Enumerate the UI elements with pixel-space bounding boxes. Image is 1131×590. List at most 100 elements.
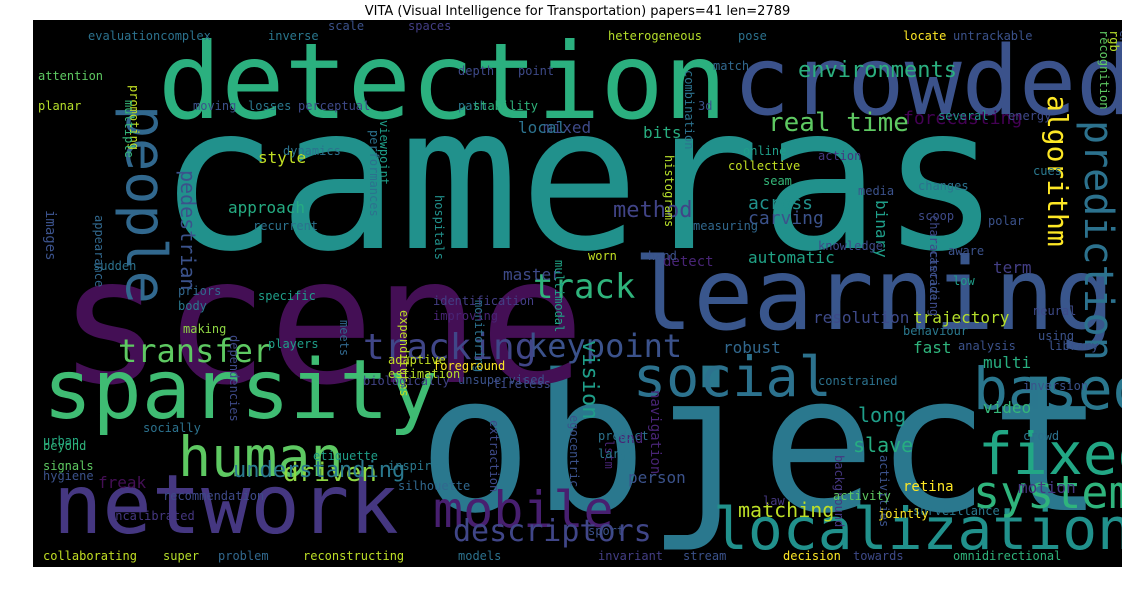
cloud-word: resolution bbox=[813, 308, 910, 327]
cloud-word: sparsity bbox=[43, 343, 438, 438]
cloud-word: across bbox=[748, 193, 814, 214]
cloud-word: path bbox=[458, 99, 487, 113]
cloud-word: scene bbox=[58, 221, 585, 424]
cloud-word: tracking bbox=[363, 327, 537, 368]
cloud-word: meets bbox=[337, 320, 351, 357]
cloud-word: tireless bbox=[493, 377, 551, 391]
cloud-word: multi bbox=[983, 353, 1032, 372]
cloud-word: cameras bbox=[158, 63, 1001, 296]
cloud-word: automatic bbox=[748, 248, 835, 267]
cloud-word: towards bbox=[853, 549, 904, 563]
cloud-word: hand bbox=[648, 249, 677, 263]
cloud-word: changes bbox=[918, 179, 969, 193]
cloud-word: hospitals bbox=[432, 195, 446, 261]
cloud-word: retina bbox=[903, 479, 954, 495]
cloud-word: urban bbox=[43, 434, 80, 448]
cloud-word: forecasting bbox=[903, 108, 1023, 129]
cloud-word: low bbox=[953, 274, 975, 288]
cloud-word: crowd bbox=[1023, 429, 1060, 443]
cloud-word: trajectory bbox=[913, 308, 1010, 327]
cloud-word: polar bbox=[988, 214, 1025, 228]
cloud-word: point bbox=[518, 64, 555, 78]
cloud-word: losses bbox=[248, 99, 292, 113]
chart-title: VITA (Visual Intelligence for Transporta… bbox=[364, 4, 791, 19]
cloud-word: online bbox=[743, 144, 787, 158]
cloud-word: master bbox=[503, 265, 561, 284]
cloud-word: planar bbox=[38, 99, 82, 113]
cloud-word: priors bbox=[178, 284, 222, 298]
cloud-word: system bbox=[973, 466, 1122, 519]
cloud-word: cascade bbox=[927, 250, 941, 301]
cloud-word: multimodal bbox=[552, 260, 566, 333]
cloud-word: evaluationcomplex bbox=[88, 29, 211, 43]
cloud-word: body bbox=[178, 299, 207, 313]
cloud-word: object bbox=[418, 334, 1105, 555]
cloud-word: silhouette bbox=[398, 479, 471, 493]
cloud-word: images bbox=[42, 210, 58, 261]
cloud-word: approach bbox=[228, 198, 306, 217]
cloud-word: keypoint bbox=[528, 327, 683, 365]
cloud-word: pedestrian bbox=[176, 170, 200, 291]
cloud-word: untrackable bbox=[953, 29, 1033, 43]
cloud-word: adaptive bbox=[388, 353, 446, 367]
cloud-word: driven bbox=[283, 458, 377, 488]
cloud-word: signals bbox=[43, 459, 94, 473]
cloud-word: stream bbox=[683, 549, 727, 563]
cloud-word: collective bbox=[728, 159, 801, 173]
cloud-word: 3d bbox=[698, 99, 713, 113]
cloud-word: inspired bbox=[388, 459, 446, 473]
cloud-word: prediction bbox=[1075, 120, 1121, 361]
cloud-word: locate bbox=[903, 29, 947, 43]
cloud-word: match bbox=[713, 59, 750, 73]
cloud-word: viewpoint bbox=[377, 120, 391, 186]
cloud-word: neural bbox=[1033, 304, 1077, 318]
word-cloud: cameras object scene detection crowded learni… bbox=[33, 20, 1122, 567]
cloud-word: dynamics bbox=[283, 144, 341, 158]
cloud-word: scoop bbox=[918, 209, 955, 223]
cloud-word: energy bbox=[1008, 109, 1052, 123]
cloud-word: foreground bbox=[433, 359, 506, 373]
cloud-word: detect bbox=[663, 254, 714, 270]
cloud-word: seam bbox=[763, 174, 792, 188]
cloud-word: making bbox=[183, 322, 227, 336]
cloud-word: decision bbox=[783, 549, 841, 563]
cloud-word: learning bbox=[633, 236, 1115, 353]
cloud-word: uncalibrated bbox=[108, 509, 195, 523]
cloud-word: pose bbox=[738, 29, 767, 43]
cloud-word: human bbox=[178, 425, 344, 489]
cloud-word: sudden bbox=[93, 259, 137, 273]
cloud-word: analysis bbox=[958, 339, 1016, 353]
cloud-word: media bbox=[858, 184, 895, 198]
cloud-word: dependencies bbox=[227, 335, 241, 422]
cloud-word: action bbox=[818, 149, 862, 163]
cloud-word: specific bbox=[258, 289, 316, 303]
cloud-word: vision bbox=[577, 340, 602, 420]
cloud-word: term bbox=[993, 258, 1032, 277]
cloud-word: estimation bbox=[388, 367, 461, 381]
cloud-word: transfer bbox=[118, 332, 273, 370]
cloud-word: reconstructing bbox=[303, 549, 405, 563]
cloud-word: enforcement bbox=[1117, 30, 1122, 110]
cloud-word: understanding bbox=[233, 458, 406, 483]
cloud-word: histograms bbox=[662, 155, 676, 228]
cloud-word: real time bbox=[768, 108, 909, 138]
cloud-word: using bbox=[1038, 329, 1075, 343]
cloud-word: video bbox=[983, 398, 1032, 417]
cloud-word: several bbox=[938, 109, 989, 123]
cloud-word: stability bbox=[473, 99, 539, 113]
cloud-word: detection bbox=[158, 21, 727, 143]
cloud-word: aware bbox=[948, 244, 985, 258]
cloud-word: collaborating bbox=[43, 549, 137, 563]
cloud-word: extraction bbox=[487, 420, 501, 493]
cloud-word: crowded bbox=[733, 27, 1122, 137]
cloud-word: problem bbox=[218, 549, 269, 563]
cloud-word: person bbox=[628, 468, 686, 487]
cloud-word: multiple bbox=[122, 100, 136, 158]
cloud-word: combination bbox=[682, 70, 696, 150]
cloud-word: recurrent bbox=[253, 219, 319, 233]
cloud-word: inversion bbox=[1023, 379, 1089, 393]
cloud-word: recommendation bbox=[163, 489, 265, 503]
cloud-word: slave bbox=[853, 433, 914, 457]
cloud-word: fast bbox=[913, 338, 952, 357]
cloud-word: mobile bbox=[433, 481, 614, 539]
